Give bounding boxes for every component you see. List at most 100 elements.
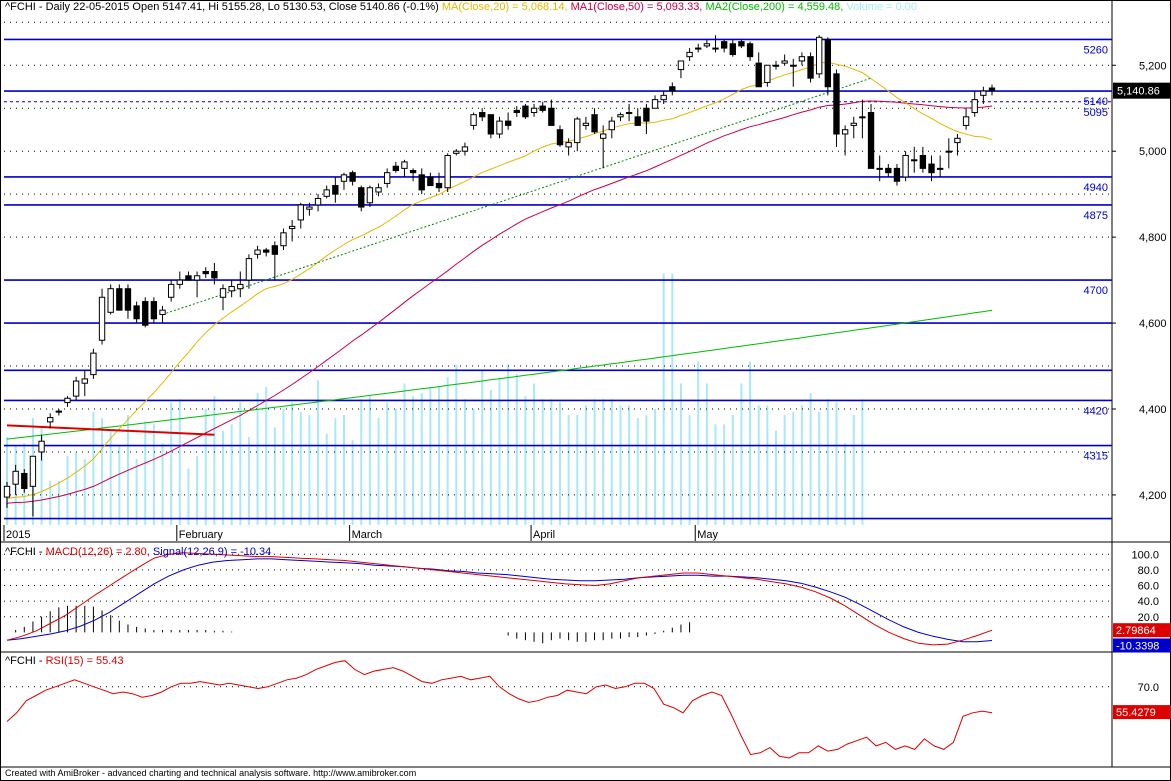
candle-body bbox=[980, 90, 987, 96]
candle-body bbox=[634, 116, 641, 126]
macd-value-label: 2.79864 bbox=[1116, 625, 1156, 637]
candle-body bbox=[850, 122, 857, 126]
month-label: May bbox=[697, 529, 718, 541]
candle-body bbox=[824, 38, 832, 88]
candle-body bbox=[401, 161, 408, 169]
candle-body bbox=[608, 120, 616, 131]
rsi-value-box bbox=[1113, 705, 1171, 720]
candle-body bbox=[124, 288, 132, 311]
level-label: 5260 bbox=[1084, 44, 1108, 56]
candle-body bbox=[565, 142, 572, 148]
price-tick-label: 4,600 bbox=[1139, 318, 1167, 330]
candle-body bbox=[202, 271, 209, 275]
candle-body bbox=[919, 154, 927, 169]
candle-body bbox=[409, 170, 417, 174]
candle-body bbox=[703, 43, 711, 47]
candle-body bbox=[988, 87, 996, 92]
candle-body bbox=[582, 122, 590, 126]
candle-body bbox=[954, 137, 961, 144]
candle-body bbox=[928, 163, 935, 174]
candle-body bbox=[237, 283, 244, 290]
signal-line bbox=[6, 558, 993, 643]
candle-body bbox=[962, 116, 970, 126]
candle-body bbox=[133, 305, 140, 320]
candle-body bbox=[504, 120, 512, 126]
candle-body bbox=[81, 378, 88, 384]
macd-value-box bbox=[1113, 623, 1171, 638]
candle-body bbox=[3, 485, 11, 498]
rsi-legend: RSI(15) = 55.43 bbox=[45, 655, 124, 667]
candle-body bbox=[228, 286, 235, 292]
candle-body bbox=[841, 129, 849, 135]
candle-body bbox=[651, 99, 659, 109]
macd-tick-label: 20.0 bbox=[1138, 612, 1159, 624]
candle-body bbox=[738, 41, 745, 47]
candle-body bbox=[142, 301, 149, 326]
green-trendline bbox=[162, 77, 872, 315]
candle-body bbox=[790, 64, 797, 67]
candle-body bbox=[548, 107, 555, 126]
candle-body bbox=[418, 174, 425, 191]
ma20-legend: MA(Close,20) = 5,068.14, bbox=[441, 1, 568, 13]
candle-body bbox=[306, 206, 313, 210]
candle-body bbox=[150, 301, 158, 320]
candle-body bbox=[444, 154, 451, 189]
candle-body bbox=[496, 120, 503, 135]
candle-body bbox=[245, 258, 253, 281]
candle-body bbox=[625, 112, 633, 115]
candle-body bbox=[427, 176, 434, 187]
footer-credit: Created with AmiBroker - advanced charti… bbox=[5, 768, 417, 778]
macd-legend: MACD(12,26) = 2.80, bbox=[45, 546, 150, 558]
candle-body bbox=[522, 105, 529, 118]
candle-body bbox=[288, 225, 296, 230]
candle-body bbox=[375, 187, 382, 193]
candle-body bbox=[712, 47, 719, 50]
candle-body bbox=[729, 43, 736, 56]
ticker-info: ^FCHI - Daily 22-05-2015 Open 5147.41, H… bbox=[5, 1, 439, 13]
candle-body bbox=[945, 150, 952, 153]
candle-body bbox=[12, 470, 19, 485]
candle-body bbox=[686, 51, 693, 58]
level-label: 4420 bbox=[1084, 405, 1108, 417]
candle-body bbox=[591, 114, 598, 133]
candle-body bbox=[297, 204, 304, 221]
rsi-value-label: 55.4279 bbox=[1116, 707, 1156, 719]
candle-body bbox=[893, 167, 901, 182]
price-tick-label: 4,800 bbox=[1139, 232, 1167, 244]
candle-body bbox=[807, 56, 814, 79]
candle-body bbox=[677, 60, 685, 71]
month-label: March bbox=[352, 529, 383, 541]
candle-body bbox=[833, 73, 840, 135]
candle-body bbox=[816, 36, 823, 75]
candle-body bbox=[116, 288, 123, 311]
candle-body bbox=[55, 410, 63, 413]
candle-body bbox=[539, 105, 546, 111]
month-label: February bbox=[179, 529, 224, 541]
level-label: 4940 bbox=[1084, 182, 1108, 194]
candle-body bbox=[885, 167, 892, 174]
candle-body bbox=[323, 189, 330, 197]
macd-ticker: ^FCHI - bbox=[5, 546, 46, 558]
candle-body bbox=[107, 288, 114, 313]
candle-body bbox=[271, 245, 279, 255]
red-trendline bbox=[6, 424, 215, 436]
candle-body bbox=[911, 159, 918, 162]
candle-body bbox=[487, 114, 495, 135]
candle-body bbox=[876, 167, 883, 170]
candle-body bbox=[90, 352, 97, 376]
candle-body bbox=[332, 185, 339, 195]
macd-tick-label: 60.0 bbox=[1138, 581, 1159, 593]
price-tick-label: 4,200 bbox=[1139, 490, 1167, 502]
level-label: 4700 bbox=[1084, 285, 1108, 297]
candle-body bbox=[392, 165, 399, 172]
macd-header: ^FCHI - MACD(12,26) = 2.80, Signal(12,26… bbox=[5, 546, 271, 558]
candle-body bbox=[695, 47, 702, 50]
macd-tick-label: 80.0 bbox=[1138, 565, 1159, 577]
candle-body bbox=[556, 129, 564, 146]
rsi-line bbox=[6, 660, 993, 759]
candle-body bbox=[470, 114, 477, 126]
price-tick-label: 4,400 bbox=[1139, 404, 1167, 416]
candle-body bbox=[366, 187, 374, 204]
candle-body bbox=[971, 99, 978, 114]
